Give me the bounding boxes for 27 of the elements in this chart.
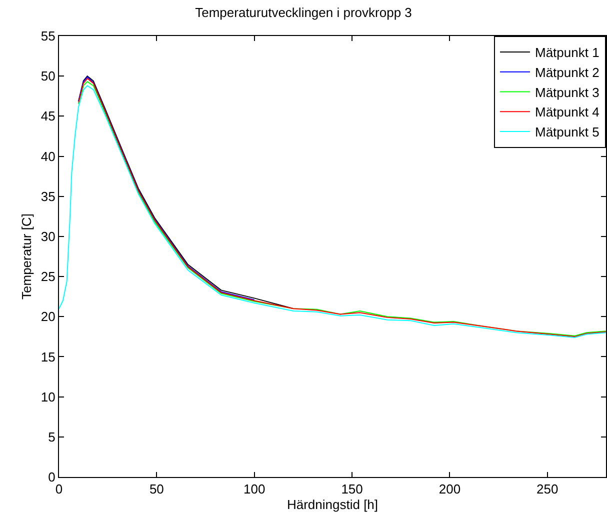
line-series xyxy=(78,76,294,310)
legend-label: Mätpunkt 1 xyxy=(535,45,600,60)
legend-label: Mätpunkt 2 xyxy=(535,64,600,80)
x-axis-title: Härdningstid [h] xyxy=(286,497,378,512)
legend-label: Mätpunkt 5 xyxy=(535,124,600,140)
line-series xyxy=(78,76,255,300)
y-tick-label: 0 xyxy=(48,470,56,485)
y-tick-label: 35 xyxy=(40,188,56,204)
y-tick-label: 50 xyxy=(40,68,56,84)
chart-title: Temperaturutvecklingen i provkropp 3 xyxy=(195,4,412,20)
x-tick-label: 50 xyxy=(149,482,164,497)
y-tick-label: 30 xyxy=(40,229,56,244)
y-axis-title: Temperatur [C] xyxy=(18,214,34,300)
y-tick-label: 45 xyxy=(40,108,56,124)
y-tick-label: 25 xyxy=(40,269,56,284)
y-tick-label: 20 xyxy=(40,309,56,324)
y-tick-label: 40 xyxy=(40,148,56,164)
x-tick-label: 100 xyxy=(244,482,266,497)
y-tick-label: 15 xyxy=(40,349,56,364)
x-tick-label: 200 xyxy=(438,482,461,497)
y-tick-label: 55 xyxy=(40,28,56,44)
x-tick-label: 150 xyxy=(341,482,363,497)
legend-label: Mätpunkt 4 xyxy=(535,104,600,120)
y-tick-label: 5 xyxy=(48,429,56,444)
legend-label: Mätpunkt 3 xyxy=(535,84,600,100)
x-tick-label: 250 xyxy=(536,482,558,497)
y-tick-label: 10 xyxy=(40,389,56,404)
